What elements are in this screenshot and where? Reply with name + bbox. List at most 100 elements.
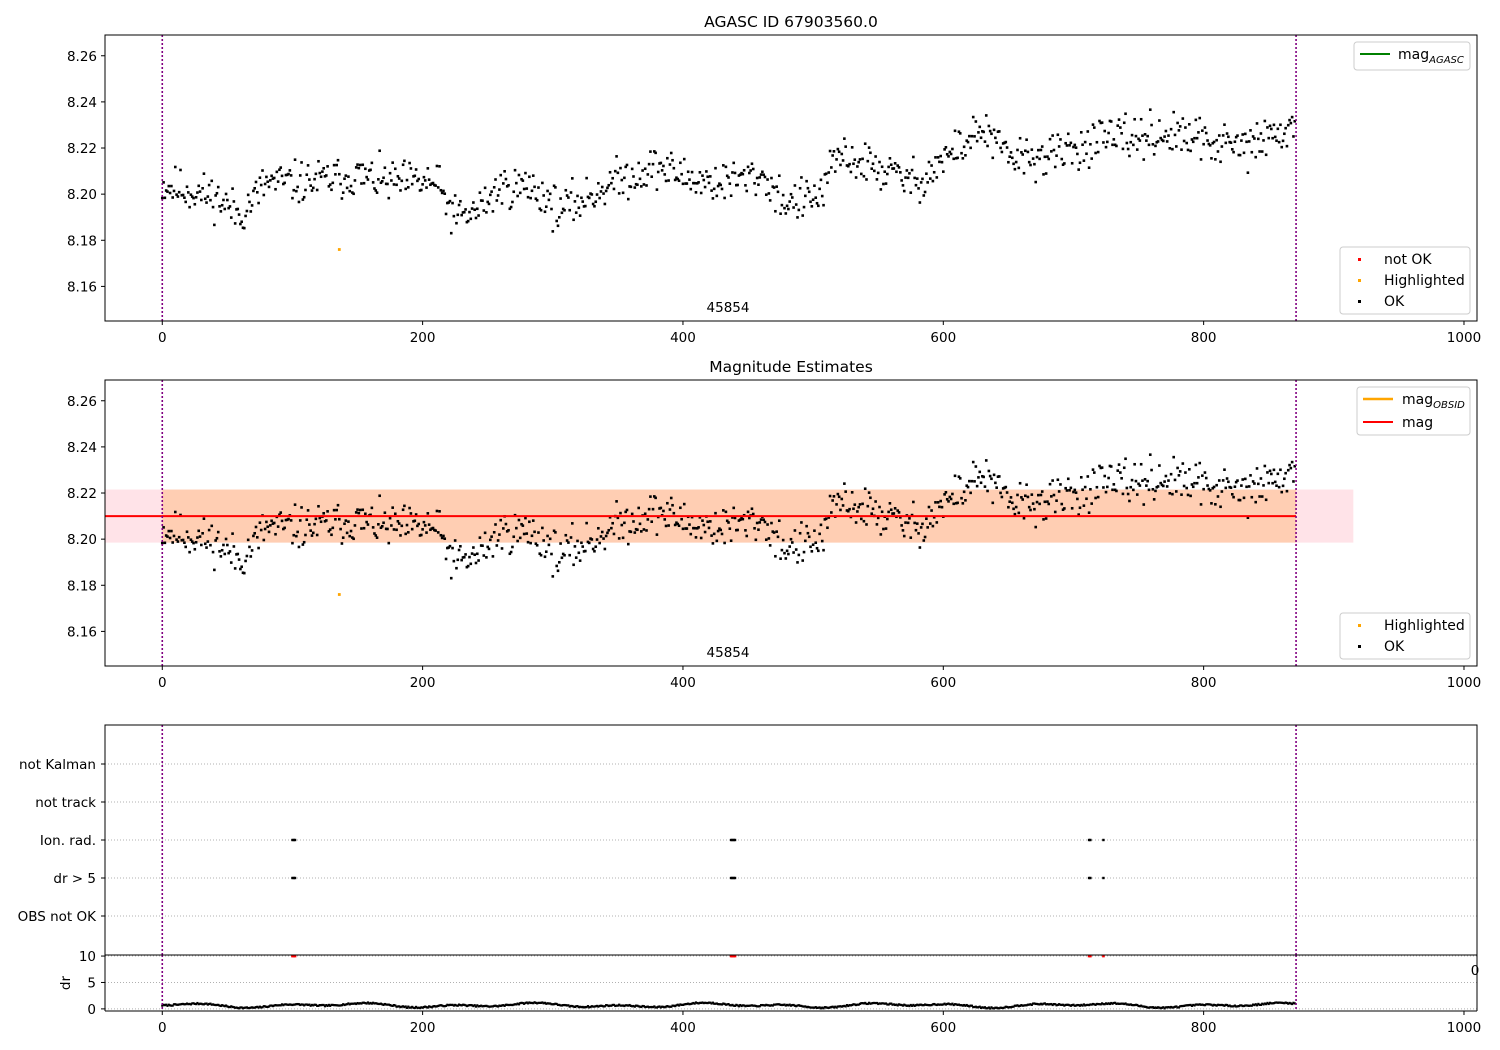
magnitude-ok-point [250,549,254,552]
agasc-ok-point [492,185,496,189]
magnitude-ok-point [1283,477,1286,481]
agasc-ok-point [378,149,381,153]
flags-category-label: OBS not OK [18,909,98,925]
magnitude-ok-point [296,530,299,534]
dr-point [513,1003,517,1006]
dr-point [1055,1004,1058,1007]
agasc-ok-point [374,189,378,192]
magnitude-ok-point [313,522,316,526]
magnitude-ok-point [822,548,825,552]
agasc-ok-point [928,177,932,180]
agasc-ok-point [1177,129,1181,132]
agasc-ok-point [906,176,910,180]
dr-point [689,1002,692,1006]
magnitude-ok-point [494,523,497,526]
agasc-ok-point [917,187,920,190]
magnitude-ok-point [586,540,590,544]
magnitude-ok-point [516,539,519,543]
agasc-ok-point [1000,150,1004,154]
magnitude-ok-point [444,557,448,561]
magnitude-ok-point [600,530,604,534]
magnitude-points [160,453,1297,596]
magnitude-ok-point [684,527,687,530]
magnitude-ok-point [298,519,302,522]
magnitude-ok-point [201,532,204,535]
dr-point [334,1004,337,1007]
dr-point [799,1004,802,1007]
magnitude-ok-point [483,531,487,535]
magnitude-ok-point [797,553,801,557]
magnitude-ok-point [695,527,699,530]
agasc-ok-point [792,206,795,209]
agasc-ok-point [198,190,202,193]
magnitude-ok-point [164,534,168,537]
dr-point [592,1005,595,1008]
magnitude-ok-point [486,545,490,549]
magnitude-ok-point [1237,498,1241,502]
dr-point [1214,1004,1217,1007]
agasc-ok-point [187,191,190,194]
dr-point [756,1005,759,1008]
dr-point [1237,1005,1240,1008]
dr-point [1047,1003,1050,1006]
magnitude-ok-point [421,528,424,531]
magnitude-ok-point [689,532,693,536]
agasc-ok-point [414,168,418,171]
magnitude-ok-point [1210,502,1213,505]
dr-point [435,1005,439,1008]
magnitude-ok-point [1090,502,1093,505]
dr-point [763,1004,767,1007]
dr-points [161,1001,1296,1010]
dr-point [416,1006,419,1010]
magnitude-ok-point [384,527,388,531]
agasc-ok-point [528,175,531,179]
magnitude-ok-point [482,554,486,557]
agasc-ok-point [1173,133,1177,137]
dr-point [1219,1003,1222,1007]
magnitude-ok-point [886,517,889,521]
dr-point [415,1005,418,1009]
agasc-ok-point [745,189,749,193]
dr-point [412,1006,415,1009]
agasc-ok-point [707,181,711,185]
dr-point [297,1003,301,1006]
magnitude-ok-point [861,502,864,506]
agasc-ok-point [939,154,942,158]
magnitude-ok-point [755,521,759,525]
magnitude-ok-point [804,539,807,543]
agasc-ok-point [392,183,396,186]
agasc-ok-point [629,185,633,189]
dr-point [204,1002,207,1005]
magnitude-ok-point [447,546,450,549]
magnitude-ok-point [1031,502,1035,505]
agasc-ok-point [927,160,931,164]
magnitude-ok-point [233,567,237,570]
agasc-ytick-label: 8.22 [67,141,97,157]
dr-point [836,1005,839,1008]
dr-point [986,1007,989,1010]
agasc-ok-point [475,207,479,211]
magnitude-ok-point [500,547,504,550]
dr-point [347,1002,350,1005]
dr-point [507,1003,510,1007]
magnitude-ok-point [403,504,406,508]
magnitude-ok-point [1199,503,1203,506]
dr-point [269,1004,272,1007]
magnitude-highlighted-point [337,593,341,596]
dr-point [589,1005,592,1009]
dr-point [650,1005,653,1009]
dr-point [719,1003,722,1006]
magnitude-ok-point [461,556,465,559]
agasc-ok-point [396,174,400,178]
agasc-ok-point [1285,144,1289,148]
dr-point [549,1002,552,1005]
magnitude-ok-point [391,506,394,509]
magnitude-ok-point [1053,510,1057,514]
agasc-ok-point [554,186,557,189]
agasc-ok-point [1130,133,1134,137]
dr-point [821,1006,824,1009]
magnitude-ok-point [526,540,530,544]
magnitude-ok-point [259,528,263,532]
magnitude-ok-point [470,552,474,555]
dr-point [743,1004,746,1007]
